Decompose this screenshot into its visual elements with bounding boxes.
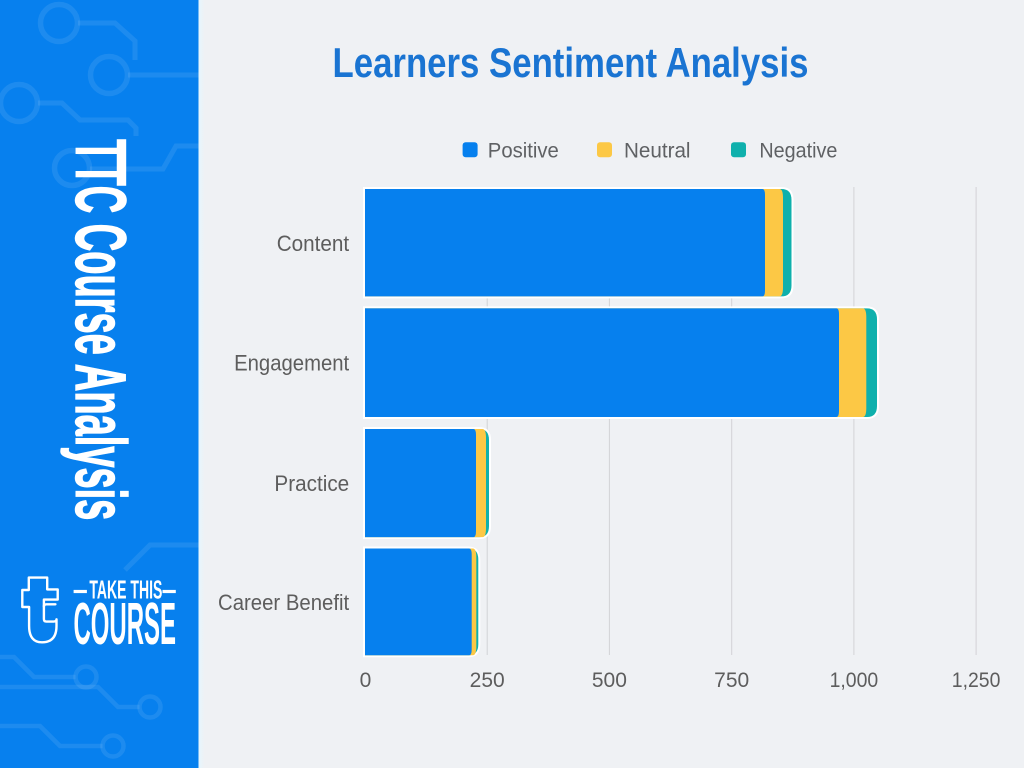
- svg-text:500: 500: [592, 669, 627, 692]
- svg-text:Neutral: Neutral: [624, 140, 691, 163]
- svg-text:1,000: 1,000: [830, 669, 879, 692]
- svg-text:Practice: Practice: [274, 471, 349, 496]
- svg-text:COURSE: COURSE: [74, 590, 177, 657]
- svg-text:Negative: Negative: [759, 140, 837, 163]
- svg-text:0: 0: [360, 669, 372, 692]
- svg-text:Content: Content: [277, 231, 350, 256]
- svg-text:250: 250: [470, 669, 505, 692]
- svg-text:TAKE THIS: TAKE THIS: [89, 577, 162, 605]
- svg-text:Positive: Positive: [488, 140, 559, 163]
- svg-text:Engagement: Engagement: [234, 351, 350, 376]
- svg-text:750: 750: [714, 669, 749, 692]
- svg-text:TTC Course Analysis: TTC Course Analysis: [60, 139, 139, 520]
- svg-text:1,250: 1,250: [952, 669, 1001, 692]
- svg-text:Career Benefit: Career Benefit: [218, 590, 350, 615]
- svg-text:Learners Sentiment Analysis: Learners Sentiment Analysis: [333, 39, 809, 86]
